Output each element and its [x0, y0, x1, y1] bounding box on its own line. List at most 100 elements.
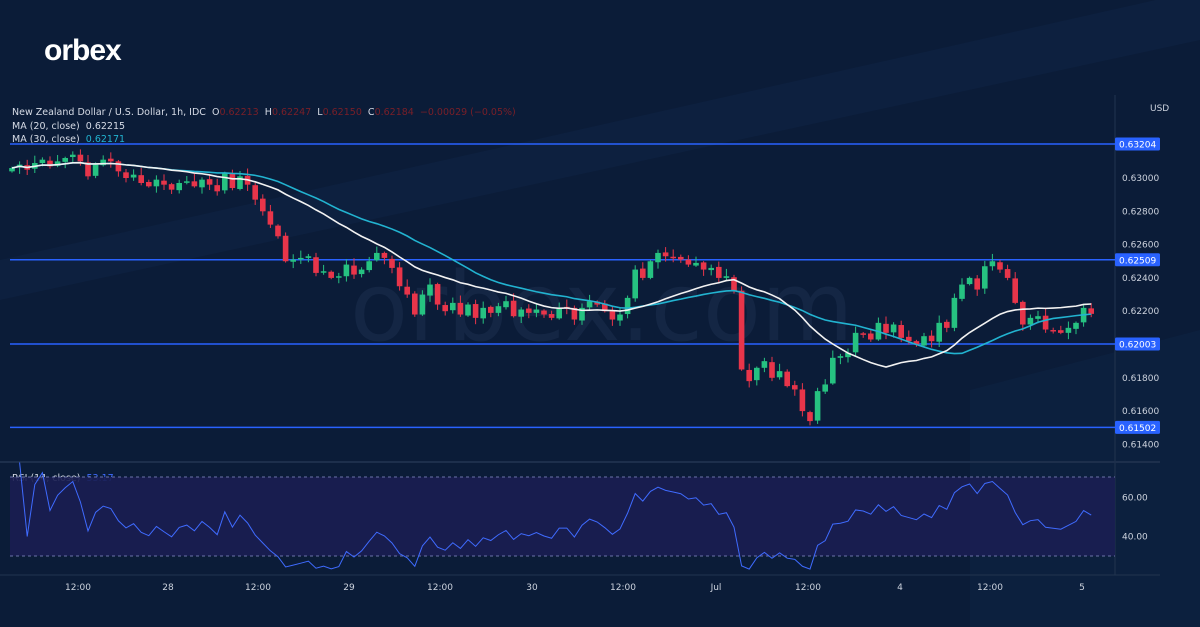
candle-body [222, 173, 228, 191]
candle [814, 387, 821, 424]
candle [974, 275, 980, 296]
time-tick-label: 12:00 [610, 583, 636, 593]
candle [1035, 310, 1041, 324]
candle [1020, 300, 1026, 331]
candle [586, 294, 593, 311]
rsi-tick-label: 40.00 [1122, 533, 1148, 543]
candle-body [9, 168, 15, 172]
candle [776, 363, 783, 380]
ma30-label: MA (30, close) [12, 134, 80, 145]
candle-body [176, 182, 182, 191]
candle-body [115, 161, 122, 172]
candle [609, 305, 616, 326]
candle [708, 264, 714, 276]
orbex-logo: orbex [44, 34, 122, 67]
rsi-band-fill [10, 477, 1115, 556]
candle [457, 295, 464, 317]
ma30-legend[interactable]: MA (30, close) 0.62171 [12, 134, 125, 145]
candle [85, 155, 91, 180]
candle [1027, 314, 1034, 330]
candle-body [944, 321, 950, 328]
candle-body [951, 297, 958, 328]
candle [16, 161, 23, 174]
candle-body [1088, 308, 1094, 314]
close-value: 0.62184 [374, 107, 414, 118]
candle [70, 151, 76, 163]
candle [868, 330, 874, 342]
candle [138, 167, 144, 186]
open-label: O [211, 107, 220, 118]
time-tick-label: 5 [1079, 583, 1085, 593]
candle-body [1004, 269, 1011, 278]
candle-body [541, 310, 547, 315]
time-tick-label: 12:00 [427, 583, 453, 593]
candle-body [153, 179, 160, 187]
candle-body [640, 268, 646, 278]
candle-body [199, 179, 205, 188]
candle [92, 162, 99, 179]
price-tick-label: 0.63000 [1122, 174, 1159, 184]
candle [761, 357, 768, 373]
candle-body [39, 159, 46, 164]
candle-body [1042, 315, 1049, 330]
candle [191, 174, 198, 188]
ma20-line [11, 161, 1092, 368]
candle-body [510, 300, 517, 317]
candle [313, 252, 319, 277]
candle-body [579, 307, 585, 321]
candle-body [814, 391, 821, 421]
candle-body [343, 264, 350, 277]
candle [807, 410, 813, 426]
candle-body [906, 336, 912, 342]
candle-body [678, 256, 684, 260]
candle [875, 317, 882, 341]
candle [921, 332, 927, 347]
candle-body [480, 307, 486, 319]
candle [716, 261, 722, 283]
candle-body [412, 293, 418, 315]
candle-body [647, 261, 654, 278]
candle-body [366, 261, 372, 271]
open-value: 0.62213 [219, 107, 259, 118]
level-price-tag [1115, 420, 1160, 434]
candle [298, 250, 304, 264]
candle-body [533, 309, 540, 313]
candle [556, 302, 562, 320]
candle [1058, 325, 1064, 335]
price-tick-label: 0.62200 [1122, 307, 1159, 317]
low-label: L [317, 107, 323, 118]
candle [450, 297, 456, 314]
candle [305, 253, 312, 263]
candle-body [191, 181, 198, 187]
candle [396, 262, 403, 291]
candle-body [868, 333, 874, 340]
candle-body [396, 267, 403, 287]
candle [252, 182, 258, 205]
candle [495, 302, 502, 317]
candle-body [632, 269, 638, 299]
candle-body [442, 305, 448, 312]
candle-body [662, 252, 669, 257]
candle [944, 319, 950, 333]
candle-body [62, 158, 68, 162]
candle [404, 279, 410, 298]
candle-body [556, 307, 562, 319]
candle-body [214, 185, 220, 192]
candle-body [123, 172, 129, 178]
candle-body [571, 307, 578, 320]
candle-body [1065, 327, 1072, 333]
symbol-legend: New Zealand Dollar / U.S. Dollar, 1h, ID… [12, 107, 516, 118]
candle-body [761, 361, 768, 368]
candle [214, 178, 220, 196]
candle-body [518, 309, 524, 317]
candle-body [921, 336, 927, 346]
candle-body [830, 357, 836, 384]
candle [328, 270, 334, 280]
candle-body [313, 257, 319, 273]
change-value: −0.00029 (−0.05%) [419, 107, 516, 118]
candle-body [267, 211, 274, 225]
candle [662, 247, 669, 262]
candle-body [898, 325, 904, 338]
ma20-legend[interactable]: MA (20, close) 0.62215 [12, 121, 125, 132]
